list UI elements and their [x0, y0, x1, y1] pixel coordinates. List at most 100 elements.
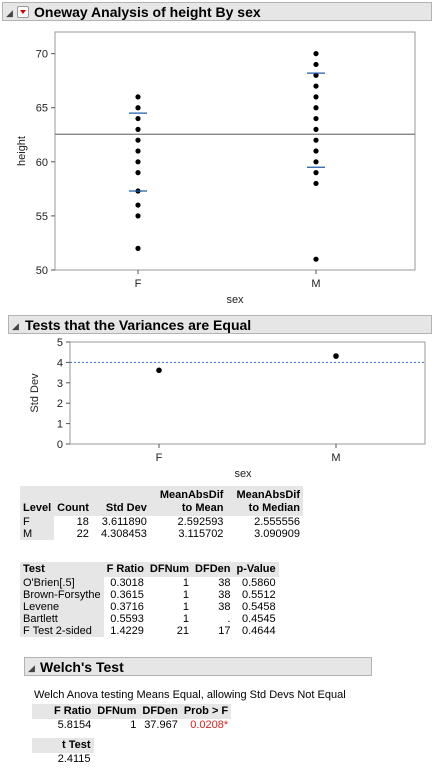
pvalue-cell: 0.5458: [241, 601, 276, 613]
dfnum-cell: 1: [182, 613, 190, 625]
data-point: [313, 72, 319, 78]
data-point: [135, 202, 141, 208]
collapse-triangle-icon[interactable]: ◢: [28, 663, 35, 673]
level-table: Level Count Std Dev MeanAbsDif to Mean Me…: [20, 486, 303, 540]
test-name-cell: F Test 2-sided: [20, 625, 104, 637]
pvalue-cell: 0.5512: [241, 589, 276, 601]
col-header-prob: Prob > F: [180, 704, 232, 719]
variances-header[interactable]: ◢ Tests that the Variances are Equal: [8, 315, 432, 334]
data-point: [135, 213, 141, 219]
dfden-cell: 38: [218, 577, 231, 589]
col-header-fratio: F Ratio: [32, 704, 95, 719]
data-point: [135, 105, 141, 111]
data-point: [313, 115, 319, 122]
table-row: 2.4115: [32, 753, 94, 765]
pvalue-cell: 0.4644: [241, 625, 276, 637]
data-point: [135, 245, 141, 251]
meanabsdif-mean-cell: 3.115702: [178, 528, 224, 540]
fratio-cell: 0.5593: [110, 613, 144, 625]
meanabsdif-median-cell: 3.090909: [254, 528, 300, 540]
plot-frame: [54, 31, 416, 271]
table-row: F 18 3.611890 2.592593 2.555556: [20, 516, 303, 528]
data-point: [313, 105, 319, 111]
x-tick-label: F: [156, 452, 163, 464]
t-test-table: t Test 2.4115: [32, 738, 94, 765]
data-point: [313, 180, 319, 187]
level-cell: M: [20, 528, 55, 540]
x-axis-label: sex: [234, 468, 252, 480]
x-tick-label: M: [311, 278, 320, 290]
table-row: Brown-Forsythe 0.3615 1 38 0.5512: [20, 589, 279, 601]
data-point: [313, 148, 319, 154]
fratio-cell: 0.3018: [110, 577, 144, 589]
col-header-dfden: DFDen: [139, 704, 181, 719]
test-name-cell: Brown-Forsythe: [20, 589, 104, 601]
data-point: [135, 148, 141, 154]
data-point: [156, 367, 162, 374]
table-row: F Test 2-sided 1.4229 21 17 0.4644: [20, 625, 279, 637]
test-name-cell: Levene: [20, 601, 104, 613]
x-axis-label: sex: [226, 294, 244, 306]
dfden-cell: 38: [218, 589, 231, 601]
fratio-cell: 1.4229: [110, 625, 144, 637]
y-tick-label: 60: [36, 157, 48, 169]
data-point: [135, 159, 141, 165]
data-point: [313, 159, 319, 165]
col-header-ttest: t Test: [32, 738, 94, 753]
data-point: [135, 94, 141, 100]
y-tick-label: 0: [57, 439, 63, 451]
y-tick-label: 55: [36, 211, 48, 223]
y-tick-label: 3: [57, 378, 63, 390]
data-point: [135, 170, 141, 176]
meanabsdif-mean-cell: 2.592593: [177, 516, 224, 528]
x-tick-label: M: [331, 452, 340, 464]
data-point: [313, 61, 319, 68]
dfden-cell: 17: [218, 625, 231, 637]
y-axis-label: Std Dev: [29, 373, 41, 413]
prob-cell: 0.0208*: [190, 719, 229, 731]
meanabsdif-median-cell: 2.555556: [254, 516, 300, 528]
y-tick-label: 2: [57, 398, 63, 410]
col-header-dfden: DFDen: [192, 562, 234, 577]
dfden-cell: .: [227, 613, 231, 625]
welch-table: F Ratio DFNum DFDen Prob > F 5.8154 1 37…: [32, 704, 232, 731]
x-tick-label: F: [135, 278, 142, 290]
data-point: [135, 115, 141, 122]
data-point: [135, 137, 141, 143]
data-point: [313, 256, 319, 262]
y-tick-label: 1: [57, 419, 63, 431]
data-point: [313, 83, 319, 89]
col-header-meanabsdif-mean: MeanAbsDif to Mean: [149, 486, 227, 516]
data-point: [333, 353, 339, 359]
fratio-cell: 5.8154: [57, 719, 92, 731]
col-header-dfnum: DFNum: [146, 562, 193, 577]
collapse-triangle-icon[interactable]: ◢: [6, 8, 13, 18]
data-point: [313, 51, 319, 57]
fratio-cell: 0.3615: [110, 589, 144, 601]
red-triangle-menu-icon[interactable]: [17, 6, 29, 18]
col-header-count: Count: [54, 486, 92, 516]
welch-title: Welch's Test: [40, 659, 124, 675]
data-point: [135, 126, 141, 132]
table-row: O'Brien[.5] 0.3018 1 38 0.5860: [20, 577, 279, 589]
test-name-cell: Bartlett: [20, 613, 104, 625]
col-header-meanabsdif-median: MeanAbsDif to Median: [226, 486, 303, 516]
data-point: [313, 170, 319, 176]
col-header-pvalue: p-Value: [233, 562, 279, 577]
variances-title: Tests that the Variances are Equal: [25, 317, 252, 333]
dfnum-cell: 1: [130, 719, 137, 731]
collapse-triangle-icon[interactable]: ◢: [12, 321, 19, 331]
y-tick-label: 5: [57, 337, 63, 349]
data-point: [313, 126, 319, 132]
welch-header[interactable]: ◢ Welch's Test: [24, 657, 372, 676]
test-name-cell: O'Brien[.5]: [20, 577, 104, 589]
y-tick-label: 70: [36, 49, 48, 61]
oneway-header[interactable]: ◢ Oneway Analysis of height By sex: [2, 2, 432, 21]
fratio-cell: 0.3716: [110, 601, 144, 613]
col-header-stddev: Std Dev: [91, 486, 150, 516]
dfnum-cell: 1: [182, 601, 190, 613]
variance-test-table: Test F Ratio DFNum DFDen p-Value O'Brien…: [20, 562, 279, 637]
dfnum-cell: 21: [176, 625, 190, 637]
